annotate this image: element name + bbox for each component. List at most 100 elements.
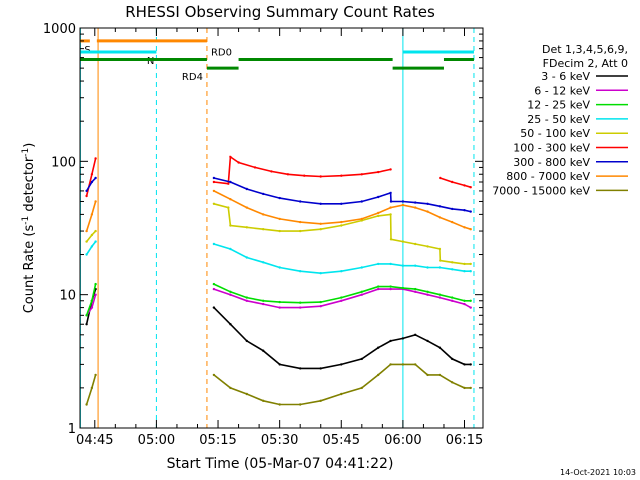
y-tick-label: 100	[51, 155, 76, 170]
series-5-point	[389, 213, 392, 216]
series-7-point	[389, 191, 392, 195]
series-2-point	[319, 305, 322, 308]
series-9	[85, 363, 472, 406]
series-1-point	[463, 363, 466, 366]
legend-label-6: 100 - 300 keV	[513, 142, 590, 155]
series-4-point	[469, 270, 472, 273]
series-6-point	[227, 182, 230, 185]
series-8-point	[451, 220, 454, 224]
series-9-point	[319, 399, 322, 402]
series-8	[85, 189, 472, 233]
series-1-point	[85, 323, 88, 326]
series-9-line-2	[213, 363, 471, 406]
series-7-point	[469, 210, 472, 213]
series-9-point	[463, 386, 466, 390]
series-3	[85, 282, 472, 317]
x-tick-label: 06:15	[446, 433, 483, 448]
y-axis-label-end: )	[22, 143, 37, 148]
series-7-point	[463, 209, 466, 212]
series-6-point	[377, 170, 380, 174]
series-3-point	[438, 293, 442, 296]
series-3-point	[245, 296, 248, 299]
series-6-point	[463, 184, 466, 187]
series-5-point	[389, 238, 393, 241]
series-9-point	[85, 403, 88, 406]
series-8-line-2	[213, 190, 471, 230]
series-1-point	[340, 363, 343, 366]
series-4-point	[94, 240, 97, 243]
y-tick-label: 10	[59, 289, 76, 304]
series-5-point	[426, 245, 429, 248]
series-8-point	[389, 206, 392, 209]
series-4-line-2	[213, 243, 471, 275]
series-6-point	[389, 168, 392, 171]
series-6	[85, 155, 472, 198]
series-4-point	[377, 262, 380, 266]
series-3-line-2	[213, 283, 471, 304]
series-4	[85, 240, 472, 275]
series-2-point	[377, 287, 380, 291]
series-3-point	[319, 300, 322, 304]
state-label-n: N	[147, 56, 154, 67]
series-7-point	[229, 180, 232, 184]
series-3-point	[85, 314, 88, 317]
series-1-point	[377, 346, 380, 349]
series-5-line-2	[213, 203, 471, 265]
series-7-point	[212, 176, 216, 180]
legend-header-line-2: FDecim 2, Att 0	[543, 57, 628, 70]
series-7-point	[360, 200, 363, 203]
series-1-point	[469, 363, 472, 366]
series-6-point	[85, 194, 88, 198]
series-2-point	[212, 287, 216, 291]
series-7-point	[85, 189, 88, 193]
series-2-point	[451, 299, 454, 302]
series-2-point	[278, 306, 281, 309]
chart-title: RHESSI Observing Summary Count Rates	[125, 3, 435, 21]
series-5-point	[262, 228, 265, 231]
series-5-point	[299, 229, 302, 233]
x-tick-label: 05:45	[323, 433, 360, 448]
series-4-point	[90, 245, 94, 248]
series-6-point	[340, 174, 343, 177]
series-8-point	[438, 216, 442, 219]
series-9-point	[401, 363, 405, 366]
series-1-point	[389, 339, 392, 343]
series-5-point	[340, 224, 343, 227]
series-9-point	[278, 403, 281, 406]
x-tick-label: 05:15	[199, 433, 236, 448]
series-5-point	[414, 242, 417, 246]
series-9-point	[90, 386, 94, 390]
y-axis-label-sup1: -1	[21, 216, 31, 225]
series-4-point	[463, 270, 466, 273]
series-8-point	[212, 189, 216, 193]
series-9-point	[299, 403, 302, 406]
series-4-point	[414, 264, 417, 267]
series-7-point	[377, 195, 380, 199]
series-8-point	[469, 228, 472, 231]
series-2-point	[414, 290, 417, 293]
series-9-point	[469, 386, 472, 390]
series-3-point	[340, 296, 343, 299]
x-tick-label: 05:30	[261, 433, 298, 448]
series-1-point	[319, 367, 322, 370]
series-4-point	[229, 247, 232, 251]
series-9-point	[262, 399, 265, 402]
series-4-point	[401, 264, 405, 267]
legend-label-8: 800 - 7000 keV	[506, 170, 590, 183]
series-4-point	[438, 266, 442, 269]
series-8-point	[299, 220, 302, 224]
x-axis: 04:45 05:00 05:15 05:30 05:45 06:00 06:15	[76, 28, 483, 448]
series-7-point	[90, 180, 94, 184]
legend-label-1: 3 - 6 keV	[541, 70, 590, 83]
y-axis: 1 10 100 1000	[43, 22, 483, 437]
series-8-point	[319, 222, 322, 225]
series-1-point	[212, 306, 216, 309]
legend-label-4: 25 - 50 keV	[527, 113, 590, 126]
series-9-line-1	[85, 374, 97, 405]
series-9-point	[340, 392, 343, 396]
series-5-line-1	[85, 230, 97, 243]
series-6-line-3	[440, 177, 471, 188]
series-7-point	[245, 187, 248, 191]
series-4-point	[319, 272, 322, 275]
